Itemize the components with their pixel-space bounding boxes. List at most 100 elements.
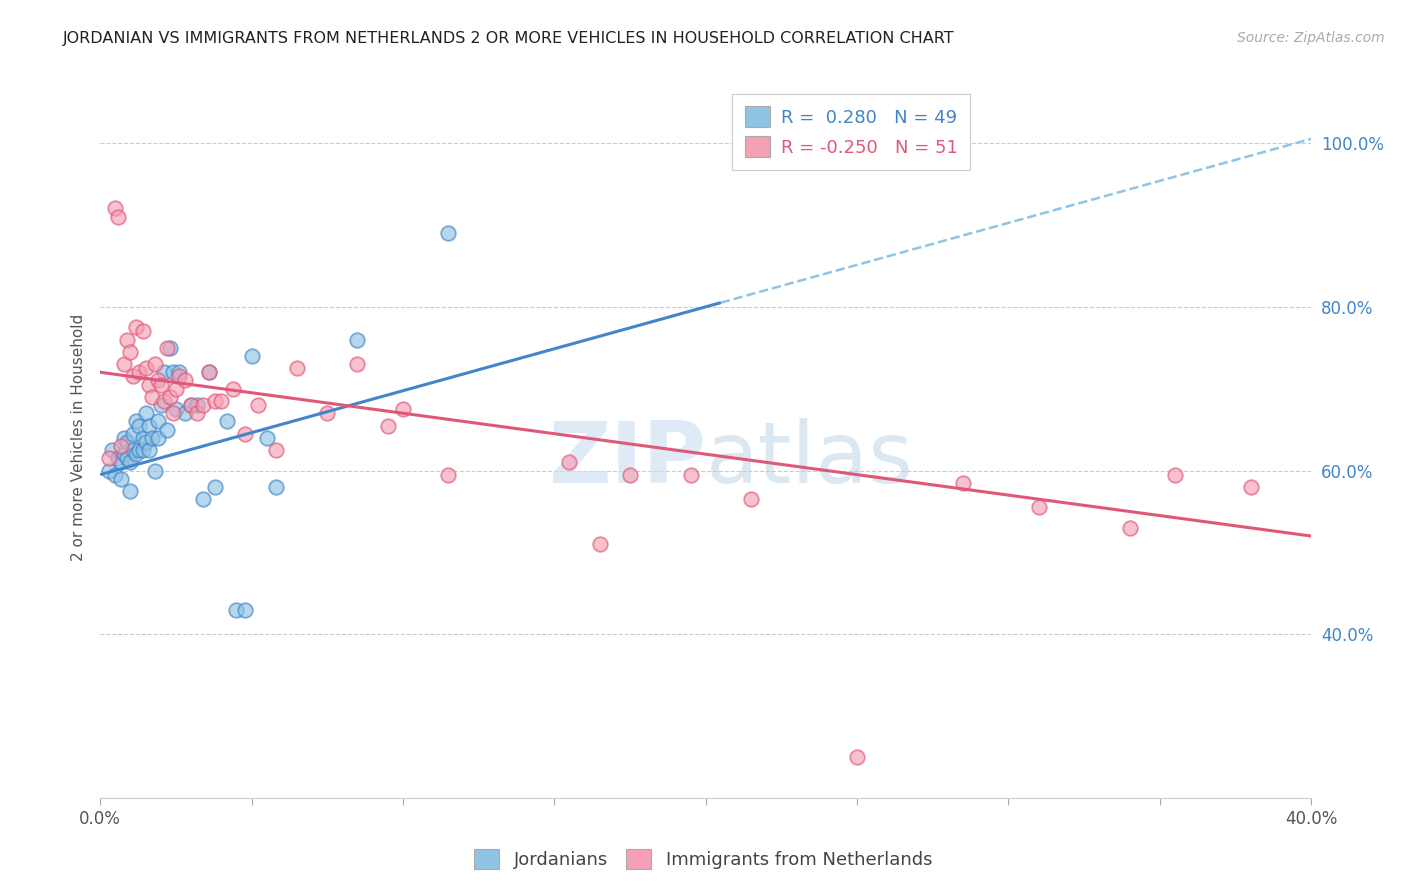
Point xyxy=(346,357,368,371)
Point xyxy=(122,369,145,384)
Point xyxy=(240,349,263,363)
Point xyxy=(152,393,174,408)
Text: ZIP: ZIP xyxy=(548,418,706,501)
Point xyxy=(156,423,179,437)
Point xyxy=(135,406,157,420)
Point xyxy=(186,406,208,420)
Point xyxy=(264,443,287,458)
Point xyxy=(110,472,132,486)
Point xyxy=(174,406,197,420)
Point xyxy=(143,357,166,371)
Point xyxy=(141,431,163,445)
Point xyxy=(1118,521,1140,535)
Point xyxy=(167,369,190,384)
Point xyxy=(156,341,179,355)
Point xyxy=(558,455,581,469)
Point xyxy=(117,451,139,466)
Text: atlas: atlas xyxy=(706,418,914,501)
Point xyxy=(125,320,148,334)
Point xyxy=(98,464,121,478)
Point xyxy=(246,398,269,412)
Point xyxy=(162,406,184,420)
Point xyxy=(619,467,641,482)
Point xyxy=(159,390,181,404)
Point xyxy=(285,361,308,376)
Point xyxy=(122,426,145,441)
Point xyxy=(138,443,160,458)
Point xyxy=(1028,500,1050,515)
Point xyxy=(167,365,190,379)
Point xyxy=(128,418,150,433)
Point xyxy=(117,333,139,347)
Point xyxy=(107,210,129,224)
Point xyxy=(191,398,214,412)
Point xyxy=(589,537,612,551)
Point xyxy=(679,467,702,482)
Point xyxy=(112,431,135,445)
Point xyxy=(235,603,257,617)
Point xyxy=(122,443,145,458)
Point xyxy=(149,398,172,412)
Point xyxy=(165,402,187,417)
Point xyxy=(125,414,148,428)
Point xyxy=(101,443,124,458)
Point xyxy=(217,414,239,428)
Point xyxy=(146,414,169,428)
Point xyxy=(846,750,869,764)
Y-axis label: 2 or more Vehicles in Household: 2 or more Vehicles in Household xyxy=(72,314,86,561)
Point xyxy=(392,402,415,417)
Point xyxy=(110,439,132,453)
Point xyxy=(740,492,762,507)
Legend: R =  0.280   N = 49, R = -0.250   N = 51: R = 0.280 N = 49, R = -0.250 N = 51 xyxy=(733,94,970,169)
Point xyxy=(98,451,121,466)
Point xyxy=(174,374,197,388)
Point xyxy=(1164,467,1187,482)
Point xyxy=(952,475,974,490)
Point xyxy=(264,480,287,494)
Point xyxy=(112,357,135,371)
Point xyxy=(225,603,247,617)
Point xyxy=(180,398,202,412)
Point xyxy=(162,365,184,379)
Point xyxy=(437,226,460,240)
Point xyxy=(222,382,245,396)
Point xyxy=(180,398,202,412)
Point xyxy=(104,202,127,216)
Point xyxy=(204,393,226,408)
Point xyxy=(152,365,174,379)
Point xyxy=(1240,480,1263,494)
Point xyxy=(377,418,399,433)
Point xyxy=(204,480,226,494)
Point xyxy=(146,374,169,388)
Point xyxy=(316,406,339,420)
Point xyxy=(135,434,157,449)
Point xyxy=(120,344,142,359)
Point xyxy=(198,365,221,379)
Point xyxy=(120,483,142,498)
Point xyxy=(135,361,157,376)
Point xyxy=(117,434,139,449)
Point xyxy=(112,447,135,461)
Point xyxy=(437,467,460,482)
Point xyxy=(131,443,153,458)
Point xyxy=(346,333,368,347)
Point xyxy=(131,324,153,338)
Legend: Jordanians, Immigrants from Netherlands: Jordanians, Immigrants from Netherlands xyxy=(465,839,941,879)
Point xyxy=(138,377,160,392)
Point xyxy=(120,455,142,469)
Point xyxy=(149,377,172,392)
Point xyxy=(198,365,221,379)
Point xyxy=(131,431,153,445)
Point xyxy=(256,431,278,445)
Point xyxy=(159,341,181,355)
Point xyxy=(143,464,166,478)
Point xyxy=(209,393,232,408)
Point xyxy=(128,365,150,379)
Point xyxy=(141,390,163,404)
Point xyxy=(128,443,150,458)
Point xyxy=(107,451,129,466)
Point xyxy=(165,382,187,396)
Point xyxy=(146,431,169,445)
Point xyxy=(191,492,214,507)
Text: Source: ZipAtlas.com: Source: ZipAtlas.com xyxy=(1237,31,1385,45)
